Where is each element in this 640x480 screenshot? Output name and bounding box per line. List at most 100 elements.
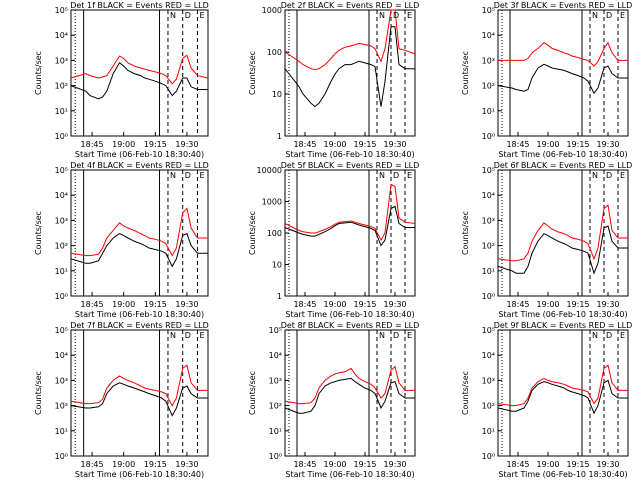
marker-label: E: [620, 11, 625, 20]
y-tick-label: 10⁵: [55, 6, 68, 15]
panel-6: 10⁰ 10¹ 10² 10³ 10⁴ 10⁵ 18:45 19:00 19:15 19:30 N D…: [461, 161, 632, 319]
x-axis-label: Start Time (06-Feb-10 18:30:40): [285, 310, 414, 319]
y-axis-label: Counts/sec: [248, 371, 257, 415]
x-axis-label: Start Time (06-Feb-10 18:30:40): [75, 310, 204, 319]
marker-label: E: [199, 11, 204, 20]
x-tick-label: 19:00: [112, 460, 135, 469]
y-tick-label: 10⁴: [482, 191, 495, 200]
x-tick-label: 18:45: [293, 300, 316, 309]
y-tick-label: 10¹: [55, 107, 68, 116]
x-tick-label: 19:15: [144, 140, 167, 149]
x-axis-label: Start Time (06-Feb-10 18:30:40): [285, 470, 414, 479]
y-tick-label: 10³: [55, 376, 68, 385]
plot-frame: [70, 329, 209, 457]
y-axis-label: Counts/sec: [248, 51, 257, 95]
y-axis-label: Counts/sec: [34, 211, 43, 255]
y-tick-label: 10000: [257, 166, 282, 175]
marker-label: D: [185, 331, 191, 340]
y-tick-label: 10⁰: [482, 452, 495, 461]
x-tick-label: 19:15: [144, 300, 167, 309]
plot-frame: [497, 329, 629, 457]
marker-label: N: [592, 331, 598, 340]
y-axis-label: Counts/sec: [248, 211, 257, 255]
y-tick-label: 10⁴: [55, 191, 68, 200]
x-tick-label: 19:15: [353, 460, 376, 469]
x-tick-label: 19:15: [566, 300, 589, 309]
series-lld: [284, 183, 416, 242]
x-axis-label: Start Time (06-Feb-10 18:30:40): [75, 150, 204, 159]
y-tick-label: 10: [272, 261, 282, 270]
marker-label: D: [393, 171, 399, 180]
chart-title: Det 9f BLACK = Events RED = LLD: [494, 321, 633, 330]
y-tick-label: 10⁴: [482, 31, 495, 40]
marker-label: D: [393, 11, 399, 20]
y-tick-label: 10²: [55, 82, 68, 91]
x-tick-label: 19:30: [596, 460, 619, 469]
panel-9: 10⁰ 10¹ 10² 10³ 10⁴ 10⁵ 18:45 19:00 19:15 19:30 N D…: [461, 321, 632, 479]
marker-label: N: [379, 11, 385, 20]
x-tick-label: 19:00: [323, 140, 346, 149]
y-tick-label: 10⁰: [55, 132, 68, 141]
plot-frame: [284, 9, 416, 137]
x-axis-label: Start Time (06-Feb-10 18:30:40): [285, 150, 414, 159]
series-lld: [70, 54, 209, 85]
marker-label: D: [185, 11, 191, 20]
marker-label: D: [393, 331, 399, 340]
chart-title: Det 6f BLACK = Events RED = LLD: [494, 161, 633, 170]
marker-label: E: [199, 331, 204, 340]
marker-label: N: [592, 171, 598, 180]
y-tick-label: 10²: [482, 82, 495, 91]
marker-label: E: [620, 171, 625, 180]
chart-title: Det 7f BLACK = Events RED = LLD: [70, 321, 209, 330]
y-tick-label: 10¹: [482, 267, 495, 276]
series-events: [70, 382, 208, 417]
x-tick-label: 19:00: [112, 140, 135, 149]
y-axis-label: Counts/sec: [461, 371, 470, 415]
x-tick-label: 18:45: [506, 460, 529, 469]
marker-label: E: [407, 331, 412, 340]
y-tick-label: 10⁰: [269, 452, 282, 461]
panel-3: 10⁰ 10¹ 10² 10³ 10⁴ 10⁵ 18:45 19:00 19:15 19:30 N D…: [461, 1, 632, 159]
x-tick-label: 19:30: [175, 460, 198, 469]
y-tick-label: 10²: [269, 402, 282, 411]
x-tick-label: 19:00: [536, 140, 559, 149]
y-tick-label: 10⁴: [482, 351, 495, 360]
marker-label: E: [407, 11, 412, 20]
y-tick-label: 10³: [269, 376, 282, 385]
series-lld: [497, 204, 628, 262]
marker-label: E: [620, 331, 625, 340]
y-tick-label: 10⁰: [482, 292, 495, 301]
x-tick-label: 19:30: [383, 140, 406, 149]
y-tick-label: 10¹: [55, 427, 68, 436]
series-events: [497, 225, 628, 275]
x-tick-label: 19:00: [323, 300, 346, 309]
x-tick-label: 19:00: [536, 460, 559, 469]
y-tick-label: 10³: [482, 56, 495, 65]
y-tick-label: 10²: [482, 242, 495, 251]
marker-label: N: [170, 171, 176, 180]
chart-title: Det 1f BLACK = Events RED = LLD: [70, 1, 209, 10]
series-lld: [497, 364, 628, 407]
x-axis-label: Start Time (06-Feb-10 18:30:40): [498, 310, 627, 319]
y-tick-label: 10¹: [55, 267, 68, 276]
plot-frame: [70, 169, 209, 297]
x-tick-label: 19:30: [596, 140, 619, 149]
series-lld: [284, 9, 416, 71]
y-tick-label: 10⁵: [55, 166, 68, 175]
marker-label: E: [199, 171, 204, 180]
y-tick-label: 10³: [55, 216, 68, 225]
series-events: [284, 205, 415, 247]
y-tick-label: 1: [277, 292, 282, 301]
y-tick-label: 10²: [55, 402, 68, 411]
x-tick-label: 18:45: [81, 140, 104, 149]
series-lld: [70, 364, 208, 407]
chart-title: Det 2f BLACK = Events RED = LLD: [281, 1, 420, 10]
x-tick-label: 18:45: [506, 300, 529, 309]
x-tick-label: 18:45: [293, 460, 316, 469]
x-tick-label: 19:30: [175, 300, 198, 309]
panel-5: 1 10 100 1000 10000 18:45 19:00 19:15 19:30 N D EDe…: [248, 161, 419, 319]
x-tick-label: 18:45: [81, 460, 104, 469]
marker-label: N: [592, 11, 598, 20]
marker-label: D: [606, 331, 612, 340]
